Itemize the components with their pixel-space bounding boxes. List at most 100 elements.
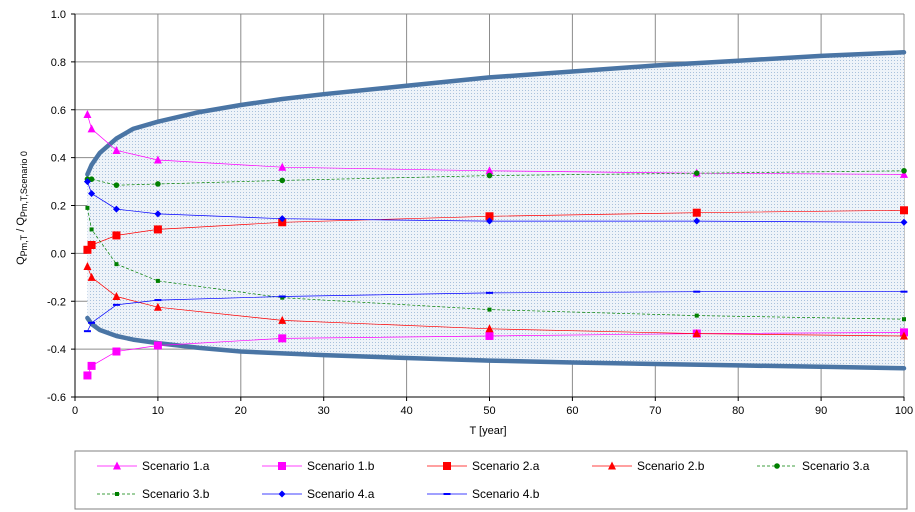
data-point [487, 307, 492, 312]
legend-label: Scenario 4.a [307, 487, 375, 501]
data-point [900, 218, 908, 226]
y-title-sub1: Pm,T [19, 234, 29, 256]
data-point [485, 331, 494, 340]
y-tick-label: -0.6 [47, 392, 66, 404]
envelope [85, 50, 907, 371]
data-point [83, 178, 91, 186]
legend-swatch-marker [608, 461, 616, 470]
legend-item-2: Scenario 1.b [262, 459, 375, 473]
data-point [88, 190, 96, 198]
data-point [900, 331, 908, 340]
data-point [83, 371, 92, 380]
x-tick-label: 20 [235, 405, 247, 417]
legend-label: Scenario 1.a [142, 459, 210, 473]
data-point [89, 227, 94, 232]
x-tick-label: 30 [318, 405, 330, 417]
legend-item-3: Scenario 2.a [427, 459, 540, 473]
data-point [153, 302, 162, 311]
data-point [278, 334, 287, 343]
legend-label: Scenario 3.b [142, 487, 210, 501]
data-point [278, 162, 287, 171]
series-line [87, 207, 905, 320]
legend-swatch-marker [115, 492, 119, 496]
series-line [87, 170, 905, 186]
data-point [83, 262, 92, 271]
x-tick-label: 70 [649, 405, 661, 417]
data-point [112, 347, 121, 356]
data-point [83, 110, 92, 119]
y-tick-label: 0.4 [51, 153, 66, 165]
data-point [113, 182, 120, 188]
x-tick-label: 60 [566, 405, 578, 417]
x-tick-label: 10 [152, 405, 164, 417]
data-point [112, 205, 120, 213]
data-point [692, 329, 701, 338]
series-5 [84, 167, 907, 188]
legend-swatch-marker [443, 493, 451, 495]
series-8 [83, 290, 908, 333]
legend-item-7: Scenario 4.a [262, 487, 375, 501]
data-point [486, 217, 493, 225]
data-point [112, 303, 120, 306]
data-point [112, 145, 121, 154]
y-tick-label: 0.0 [51, 248, 66, 260]
envelope-fill [87, 52, 904, 369]
data-point [278, 295, 286, 298]
data-point [87, 124, 96, 133]
data-point [693, 217, 701, 225]
data-point [155, 278, 160, 283]
series-7 [83, 178, 908, 226]
y-title-sep: / [15, 226, 27, 235]
data-point [485, 324, 494, 333]
data-point [88, 321, 96, 324]
series-6 [85, 205, 906, 322]
data-point [87, 361, 96, 370]
data-point [694, 313, 699, 318]
legend-frame [74, 450, 908, 510]
legend-label: Scenario 2.b [637, 459, 705, 473]
data-point [85, 205, 90, 210]
data-point [900, 169, 908, 178]
data-point [485, 166, 494, 175]
data-point [153, 225, 162, 234]
data-point [112, 291, 121, 300]
data-point [900, 206, 908, 215]
x-tick-label: 90 [815, 405, 827, 417]
data-point [901, 167, 907, 174]
data-point [902, 317, 906, 322]
legend-item-1: Scenario 1.a [97, 459, 210, 473]
data-point [154, 299, 162, 302]
legend-swatch-marker [278, 490, 286, 498]
data-point [485, 212, 494, 221]
y-tick-label: -0.4 [47, 344, 66, 356]
data-point [693, 290, 701, 293]
legend-swatch-marker [774, 463, 780, 469]
legend-swatch-marker [278, 462, 286, 470]
data-point [280, 295, 285, 300]
data-point [486, 291, 493, 294]
data-point [154, 210, 162, 218]
data-point [278, 215, 286, 223]
tick-labels: 0 10 20 30 40 50 60 70 80 90 100 -0.6 -0.4 -0.2 0.0 0.2… [47, 9, 913, 417]
data-point [153, 341, 162, 350]
series-group [83, 110, 908, 380]
y-title-sub2: Pm,T,Scenario 0 [19, 151, 29, 217]
x-axis-title: T [year] [469, 425, 506, 437]
series-3 [83, 206, 908, 254]
series-line [87, 266, 905, 337]
legend-item-6: Scenario 3.b [97, 487, 210, 501]
legend-label: Scenario 4.b [472, 487, 540, 501]
data-point [278, 315, 287, 324]
legend-label: Scenario 3.a [802, 459, 870, 473]
data-point [88, 176, 95, 182]
data-point [900, 290, 908, 293]
y-tick-label: -0.2 [47, 296, 66, 308]
data-point [278, 218, 287, 227]
data-point [87, 272, 96, 281]
data-point [486, 172, 493, 179]
series-4 [83, 262, 908, 340]
envelope-upper-curve [85, 50, 907, 177]
y-title-q2: Q [15, 217, 27, 226]
axes [71, 13, 905, 401]
data-point [155, 181, 161, 187]
